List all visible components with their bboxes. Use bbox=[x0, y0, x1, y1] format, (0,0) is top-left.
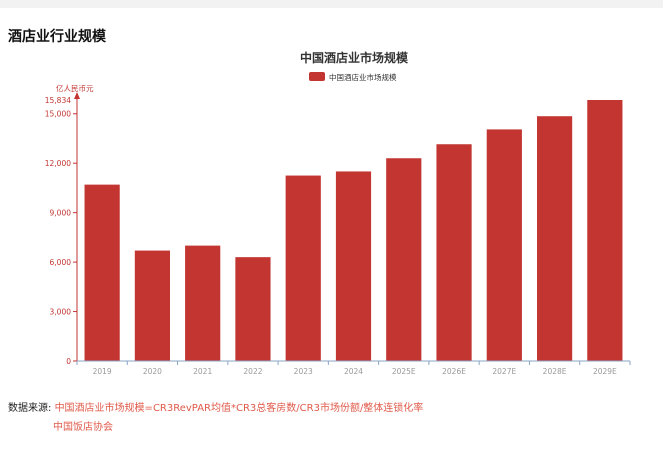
bar-2022[interactable] bbox=[235, 257, 271, 361]
top-bar bbox=[0, 0, 663, 8]
x-tick-label: 2019 bbox=[93, 367, 112, 376]
bar-2028E[interactable] bbox=[536, 116, 573, 361]
chart-title: 中国酒店业市场规模 bbox=[300, 50, 409, 65]
y-tick-label: 15,000 bbox=[45, 110, 71, 119]
y-tick-label: 9,000 bbox=[50, 209, 72, 218]
x-tick-label: 2029E bbox=[593, 367, 617, 376]
bar-2024[interactable] bbox=[335, 171, 372, 361]
data-source-org[interactable]: 中国饭店协会 bbox=[53, 422, 113, 433]
legend-swatch bbox=[309, 72, 325, 81]
bar-2023[interactable] bbox=[285, 175, 321, 361]
bar-2021[interactable] bbox=[185, 245, 221, 361]
y-axis-label: 亿人民币元 bbox=[56, 83, 94, 93]
y-max-label: 15,834 bbox=[45, 96, 71, 105]
bar-chart: 中国酒店业市场规模 中国酒店业市场规模 亿人民币元 0 3,000 6,000 9,0… bbox=[45, 50, 631, 376]
bar-2026E[interactable] bbox=[436, 144, 472, 361]
x-tick-label: 2020 bbox=[143, 367, 162, 376]
y-tick-label: 3,000 bbox=[50, 308, 72, 317]
x-tick-label: 2021 bbox=[193, 367, 212, 376]
x-tick-label: 2027E bbox=[492, 367, 516, 376]
x-tick-label: 2028E bbox=[543, 367, 567, 376]
data-source-formula[interactable]: 中国酒店业市场规模=CR3RevPAR均值*CR3总客房数/CR3市场份额/整体… bbox=[54, 403, 424, 414]
x-tick-label: 2024 bbox=[344, 367, 363, 376]
legend-label: 中国酒店业市场规模 bbox=[329, 72, 397, 82]
x-tick-label: 2026E bbox=[442, 367, 466, 376]
y-tick-label: 0 bbox=[66, 357, 71, 366]
x-tick-label: 2025E bbox=[392, 367, 416, 376]
bar-2019[interactable] bbox=[84, 184, 120, 361]
bar-2025E[interactable] bbox=[386, 158, 422, 361]
x-tick-label: 2022 bbox=[243, 367, 262, 376]
y-tick-label: 6,000 bbox=[50, 258, 72, 267]
data-source: 数据来源: 中国酒店业市场规模=CR3RevPAR均值*CR3总客房数/CR3市… bbox=[8, 399, 424, 433]
y-axis-arrow bbox=[74, 92, 80, 99]
y-tick-label: 12,000 bbox=[45, 159, 71, 168]
chart-legend[interactable]: 中国酒店业市场规模 bbox=[309, 72, 397, 82]
bar-2020[interactable] bbox=[134, 250, 171, 361]
section-title: 酒店业行业规模 bbox=[8, 29, 106, 45]
data-source-label: 数据来源: bbox=[8, 403, 52, 414]
x-tick-label: 2023 bbox=[294, 367, 313, 376]
bar-2029E[interactable] bbox=[587, 100, 623, 361]
bar-2027E[interactable] bbox=[486, 129, 522, 361]
